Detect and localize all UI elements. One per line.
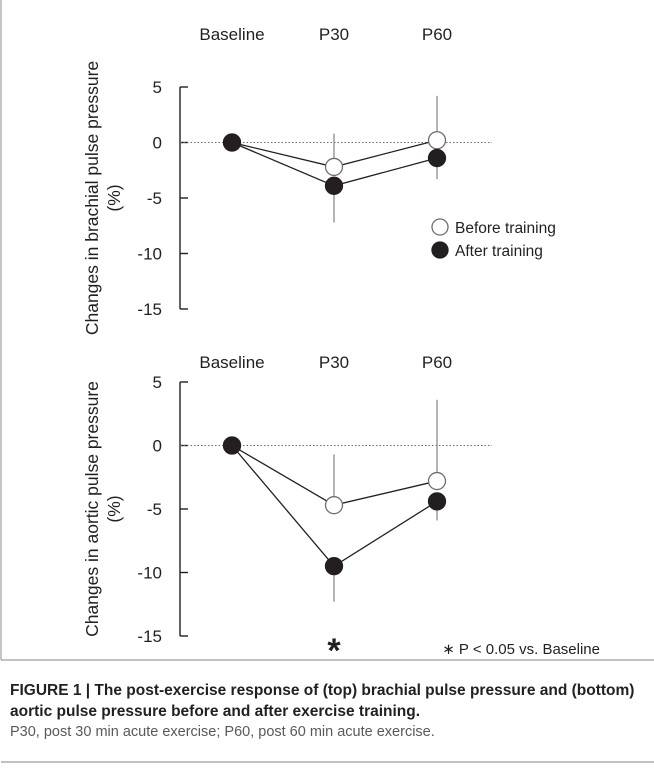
y-tick-label: 0 — [153, 437, 162, 456]
chart-panel-top: 5 0 -5 -10 -15 Baseline P30 P60 Changes in brach… — [82, 25, 556, 335]
legend-label: After training — [455, 243, 543, 260]
y-tick-label: -10 — [137, 245, 162, 264]
significance-asterisk: * — [327, 632, 341, 670]
category-label: Baseline — [199, 25, 264, 44]
y-axis-label: Changes in brachial pulse pressure — [82, 61, 102, 335]
category-label: P60 — [422, 25, 452, 44]
category-label: P60 — [422, 353, 452, 372]
y-tick-label: -5 — [147, 189, 162, 208]
caption-title: FIGURE 1 | The post-exercise response of… — [10, 682, 635, 720]
y-axis-label: Changes in aortic pulse pressure — [82, 381, 102, 637]
y-tick-label: -5 — [147, 500, 162, 519]
category-label: Baseline — [199, 353, 264, 372]
category-label: P30 — [319, 25, 349, 44]
y-tick-label: -15 — [137, 627, 162, 646]
chart-panel-bottom: 5 0 -5 -10 -15 Baseline P30 P60 Changes in aorti… — [82, 353, 600, 670]
y-tick-label: -15 — [137, 300, 162, 319]
data-point — [324, 176, 344, 195]
legend-label: Before training — [455, 220, 556, 237]
y-axis-unit: (%) — [104, 184, 124, 211]
caption-note: P30, post 30 min acute exercise; P60, po… — [10, 724, 435, 740]
y-tick-label: 5 — [153, 78, 162, 97]
data-point — [427, 471, 447, 491]
significance-note: ∗ P < 0.05 vs. Baseline — [442, 641, 600, 658]
data-point — [427, 148, 447, 168]
category-label: P30 — [319, 353, 349, 372]
figure-caption: FIGURE 1 | The post-exercise response of… — [10, 680, 650, 743]
data-point — [222, 133, 242, 152]
data-point — [324, 157, 344, 177]
legend-marker — [431, 218, 449, 236]
data-point — [324, 496, 344, 515]
data-point — [427, 492, 447, 511]
data-point — [427, 131, 447, 150]
legend-marker — [431, 241, 449, 259]
y-tick-label: 0 — [153, 134, 162, 153]
y-axis-unit: (%) — [104, 495, 124, 522]
data-point — [222, 436, 242, 455]
y-tick-label: -10 — [137, 564, 162, 583]
y-tick-label: 5 — [153, 373, 162, 392]
data-point — [324, 557, 344, 576]
